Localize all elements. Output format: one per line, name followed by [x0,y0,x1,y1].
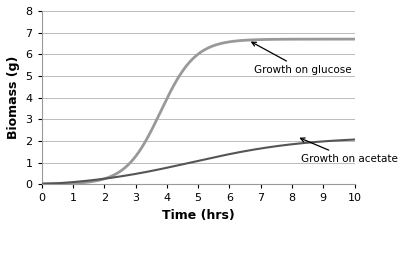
Text: Growth on acetate: Growth on acetate [301,138,398,164]
X-axis label: Time (hrs): Time (hrs) [162,209,234,222]
Text: Growth on glucose: Growth on glucose [252,42,352,75]
Y-axis label: Biomass (g): Biomass (g) [7,56,20,139]
